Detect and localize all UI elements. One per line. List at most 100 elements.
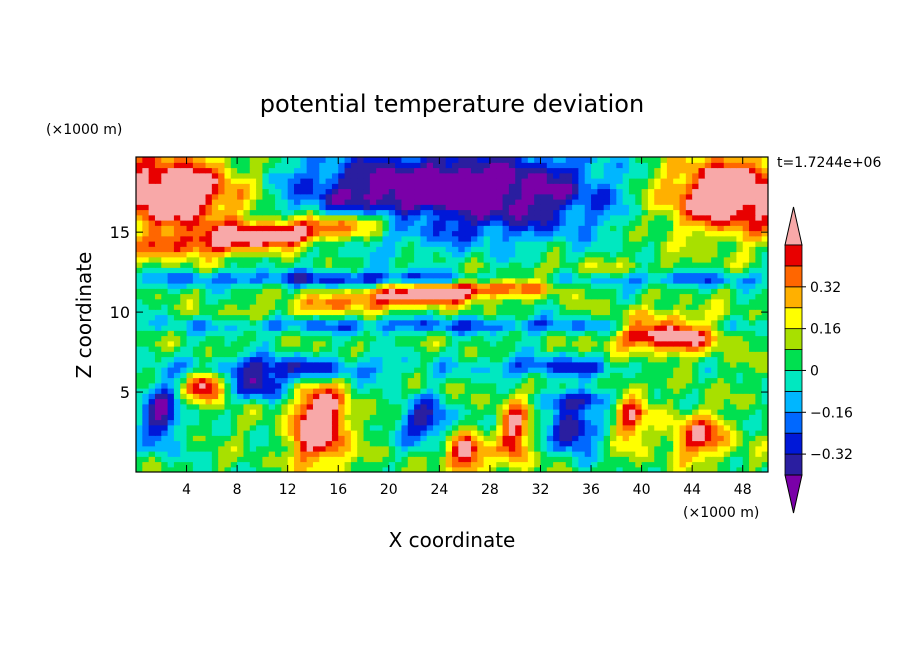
field-cell [325,361,333,368]
field-cell [414,388,421,394]
field-cell [610,424,617,431]
field-cell [173,225,181,232]
field-cell [401,288,409,295]
field-cell [610,267,617,274]
field-cell [597,230,605,237]
field-cell [275,298,282,305]
field-cell [395,225,403,232]
field-cell [407,466,415,472]
field-cell [723,388,731,394]
field-cell [439,430,447,436]
field-cell [363,325,371,331]
field-cell [673,262,681,268]
field-cell [477,314,485,321]
field-cell [508,319,516,326]
field-cell [483,372,491,379]
field-cell [704,325,712,331]
field-cell [628,456,636,463]
field-cell [287,235,295,242]
field-cell [192,230,200,237]
field-cell [749,304,756,310]
field-cell [426,430,434,436]
field-cell [218,466,226,472]
field-cell [186,283,194,289]
field-cell [439,246,447,253]
field-cell [426,424,434,431]
field-cell [192,330,200,337]
field-cell [755,309,763,316]
field-cell [142,388,150,394]
field-cell [534,403,542,410]
field-cell [761,314,768,321]
field-cell [673,440,681,447]
field-cell [414,330,421,337]
field-cell [205,314,213,321]
field-cell [534,382,542,389]
field-cell [730,351,737,358]
field-cell [420,225,428,232]
field-cell [363,393,371,400]
field-cell [508,398,516,405]
field-cell [268,220,276,226]
field-cell [249,393,257,400]
field-cell [641,283,649,289]
field-cell [527,298,535,305]
field-cell [218,267,226,274]
field-cell [628,382,636,389]
field-cell [148,445,156,452]
field-cell [578,340,586,347]
field-cell [711,335,719,342]
field-cell [679,367,687,373]
field-cell [673,267,681,274]
field-cell [723,272,731,279]
field-cell [742,272,750,279]
field-cell [736,424,744,431]
field-cell [401,456,409,463]
field-cell [376,309,384,316]
field-cell [167,440,175,447]
field-cell [673,377,681,384]
field-cell [262,424,270,431]
field-cell [218,335,226,342]
field-cell [470,246,478,253]
field-cell [723,340,731,347]
field-cell [742,393,750,400]
field-cell [211,293,219,300]
field-cell [205,277,213,284]
field-cell [692,230,700,237]
field-cell [540,314,548,321]
field-cell [395,367,403,373]
field-cell [749,440,756,447]
field-cell [496,456,504,463]
field-cell [224,361,232,368]
field-cell [477,445,485,452]
field-cell [148,325,156,331]
field-cell [230,403,238,410]
field-cell [281,393,289,400]
field-cell [173,388,181,394]
field-cell [647,414,655,421]
field-cell [426,351,434,358]
field-cell [546,372,554,379]
field-cell [572,246,579,253]
field-cell [666,277,674,284]
field-cell [673,346,681,352]
field-cell [414,235,421,242]
field-cell [294,414,301,421]
field-cell [243,361,251,368]
field-cell [420,461,428,468]
field-cell [742,256,750,263]
field-cell [578,230,586,237]
field-cell [559,230,567,237]
field-cell [628,409,636,415]
field-cell [395,309,403,316]
field-cell [730,335,737,342]
field-cell [578,377,586,384]
field-cell [173,246,181,253]
field-cell [420,419,428,426]
field-cell [559,435,567,442]
field-cell [414,445,421,452]
field-cell [331,319,339,326]
field-cell [565,214,573,221]
field-cell [363,361,371,368]
